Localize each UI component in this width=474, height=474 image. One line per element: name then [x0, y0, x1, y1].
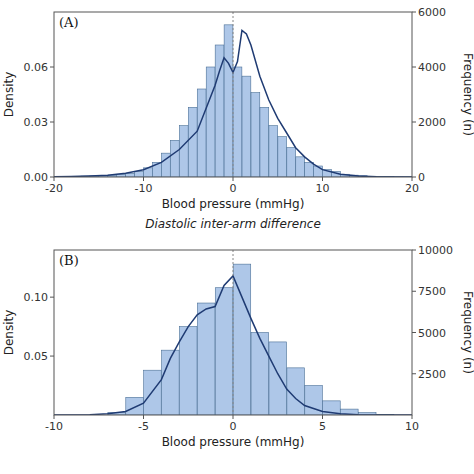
y2-axis-label: Frequency (n) — [461, 291, 474, 374]
x-tick-label: 0 — [230, 420, 237, 433]
y-tick — [50, 297, 54, 298]
bar — [197, 303, 215, 415]
y2-tick-label: 4000 — [418, 61, 446, 74]
panel-label: (B) — [59, 253, 79, 268]
y2-tick — [412, 373, 416, 374]
x-tick — [54, 415, 55, 419]
panel-label: (A) — [59, 15, 79, 30]
bar — [126, 173, 135, 177]
plot-area — [54, 250, 412, 415]
bar — [215, 288, 233, 415]
bar — [260, 107, 269, 177]
y2-tick — [412, 332, 416, 333]
bar — [269, 342, 287, 415]
y2-tick-label: 5000 — [418, 327, 446, 340]
x-axis-label: Blood pressure (mmHg) — [162, 197, 305, 211]
reference-line — [233, 12, 234, 177]
x-tick-label: 10 — [405, 420, 419, 433]
x-tick — [322, 415, 323, 419]
x-tick — [143, 177, 144, 181]
y2-tick-label: 2000 — [418, 116, 446, 129]
panel: -20-10010200.000.030.060200040006000Bloo… — [2, 6, 474, 231]
frame — [54, 250, 412, 415]
bar — [305, 162, 314, 177]
subtitle: Diastolic inter-arm difference — [145, 217, 321, 231]
y-tick-label: 0.00 — [24, 171, 49, 184]
bar — [179, 126, 188, 177]
bar — [233, 264, 251, 415]
y2-tick — [412, 250, 416, 251]
bar — [135, 172, 144, 178]
plot-area — [54, 12, 412, 177]
bar — [233, 67, 242, 177]
bar — [170, 140, 179, 177]
y2-tick — [412, 177, 416, 178]
panel: -10 -5 0 5 10 0.05 0.10 2500 5000 7500 10000 Blood … — [2, 244, 474, 449]
bar — [242, 76, 251, 177]
y2-tick — [412, 291, 416, 292]
bar — [287, 148, 296, 177]
x-tick — [233, 177, 234, 181]
bar — [251, 93, 260, 177]
y-axis-label: Density — [2, 72, 16, 118]
bar — [296, 157, 305, 177]
y-tick-label: 0.03 — [24, 116, 49, 129]
y2-tick — [412, 122, 416, 123]
bar — [215, 45, 224, 177]
x-tick — [143, 415, 144, 419]
y-tick-label: 0.10 — [24, 291, 49, 304]
marks — [54, 12, 412, 177]
x-tick-label: 5 — [319, 420, 326, 433]
y2-tick-label: 2500 — [418, 368, 446, 381]
frame — [54, 12, 412, 177]
bar — [224, 25, 233, 177]
bar — [126, 397, 144, 415]
y-tick — [50, 177, 54, 178]
y2-tick-label: 10000 — [418, 244, 453, 257]
x-tick-label: -10 — [135, 182, 153, 195]
y2-tick-label: 0 — [418, 171, 425, 184]
bar — [197, 89, 206, 177]
x-tick-label: 0 — [230, 182, 237, 195]
bar — [206, 67, 215, 177]
y2-tick — [412, 67, 416, 68]
y-tick — [50, 122, 54, 123]
x-axis-label: Blood pressure (mmHg) — [162, 435, 305, 449]
y-tick-label: 0.05 — [24, 350, 49, 363]
x-tick — [412, 177, 413, 181]
x-tick — [54, 177, 55, 181]
bar — [251, 333, 269, 416]
x-tick — [233, 415, 234, 419]
chart: -20-10010200.000.030.060200040006000Bloo… — [0, 0, 474, 474]
x-tick-label: -5 — [138, 420, 149, 433]
x-tick — [412, 415, 413, 419]
bar — [179, 327, 197, 415]
x-tick-label: 20 — [405, 182, 419, 195]
y2-tick-label: 7500 — [418, 285, 446, 298]
y2-axis-label: Frequency (n) — [461, 53, 474, 136]
y2-tick-label: 6000 — [418, 6, 446, 19]
marks — [54, 250, 412, 415]
y2-tick — [412, 12, 416, 13]
x-tick-label: 10 — [316, 182, 330, 195]
x-tick — [322, 177, 323, 181]
y-tick — [50, 67, 54, 68]
bar — [188, 107, 197, 177]
y-tick — [50, 356, 54, 357]
bar — [278, 137, 287, 177]
y-axis-label: Density — [2, 310, 16, 356]
reference-line — [233, 250, 234, 415]
x-tick-label: -10 — [45, 420, 63, 433]
bar — [269, 126, 278, 177]
y-tick-label: 0.06 — [24, 61, 49, 74]
